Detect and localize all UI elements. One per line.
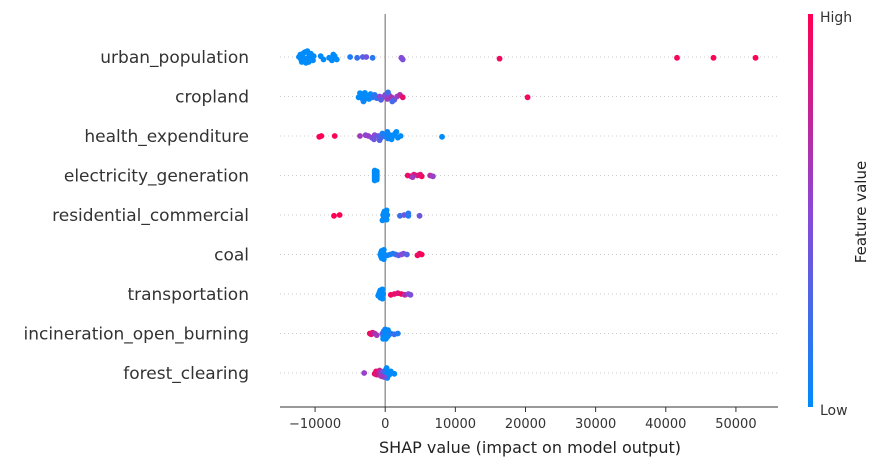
x-tick-label: 40000 bbox=[645, 417, 686, 432]
shap-point-urban_population bbox=[354, 54, 361, 61]
shap-point-coal bbox=[380, 256, 387, 263]
shap-point-cropland bbox=[385, 89, 391, 96]
shap-point-urban_population bbox=[302, 49, 309, 55]
shap-point-health_expenditure bbox=[397, 133, 404, 139]
shap-point-urban_population bbox=[399, 56, 406, 63]
shap-point-coal bbox=[418, 251, 425, 258]
shap-point-incineration_open_burning bbox=[394, 330, 401, 337]
shap-point-incineration_open_burning bbox=[383, 335, 389, 342]
shap-point-urban_population bbox=[298, 59, 305, 65]
colorbar-high-label: High bbox=[820, 10, 852, 26]
shap-point-urban_population bbox=[317, 53, 324, 60]
shap-point-urban_population bbox=[329, 57, 335, 64]
shap-point-transportation bbox=[407, 291, 414, 298]
shap-point-transportation bbox=[379, 295, 386, 302]
feature-label-urban_population: urban_population bbox=[100, 48, 249, 68]
feature-label-coal: coal bbox=[214, 246, 249, 266]
x-tick-label: 10000 bbox=[435, 417, 476, 432]
shap-point-urban_population bbox=[369, 54, 376, 61]
shap-point-health_expenditure bbox=[331, 133, 338, 139]
shap-points bbox=[296, 48, 759, 381]
shap-point-coal bbox=[404, 251, 410, 258]
feature-label-forest_clearing: forest_clearing bbox=[123, 364, 249, 384]
shap-point-electricity_generation bbox=[430, 173, 436, 180]
shap-point-urban_population bbox=[310, 53, 317, 60]
shap-point-cropland bbox=[378, 96, 384, 103]
shap-point-residential_commercial bbox=[383, 207, 390, 214]
shap-point-electricity_generation bbox=[373, 168, 380, 175]
shap-point-health_expenditure bbox=[439, 133, 445, 140]
feature-label-incineration_open_burning: incineration_open_burning bbox=[23, 325, 249, 345]
shap-point-electricity_generation bbox=[373, 176, 380, 183]
shap-point-forest_clearing bbox=[391, 370, 398, 377]
shap-point-health_expenditure bbox=[357, 133, 363, 139]
shap-point-transportation bbox=[380, 291, 387, 297]
shap-point-urban_population bbox=[347, 54, 354, 60]
feature-label-residential_commercial: residential_commercial bbox=[52, 206, 249, 226]
shap-point-residential_commercial bbox=[336, 212, 343, 218]
feature-label-transportation: transportation bbox=[127, 285, 249, 305]
shap-point-cropland bbox=[399, 94, 406, 101]
shap-point-cropland bbox=[389, 98, 396, 105]
feature-label-health_expenditure: health_expenditure bbox=[84, 127, 249, 147]
shap-point-urban_population bbox=[305, 59, 312, 65]
shap-point-residential_commercial bbox=[416, 212, 423, 219]
shap-point-forest_clearing bbox=[361, 370, 368, 376]
shap-point-urban_population bbox=[333, 56, 340, 63]
shap-point-urban_population bbox=[297, 51, 304, 58]
shap-point-health_expenditure bbox=[379, 130, 386, 137]
shap-point-electricity_generation bbox=[417, 171, 424, 178]
shap-point-urban_population bbox=[674, 54, 680, 61]
x-tick-label: 50000 bbox=[715, 417, 756, 432]
shap-point-urban_population bbox=[710, 54, 717, 61]
x-axis-label: SHAP value (impact on model output) bbox=[379, 438, 681, 457]
colorbar bbox=[808, 14, 813, 407]
colorbar-low-label: Low bbox=[820, 403, 848, 419]
shap-point-health_expenditure bbox=[316, 133, 323, 140]
shap-point-urban_population bbox=[330, 51, 337, 58]
shap-point-cropland bbox=[360, 98, 367, 105]
shap-point-coal bbox=[380, 246, 387, 253]
x-tick-label: 20000 bbox=[505, 417, 546, 432]
shap-point-urban_population bbox=[752, 54, 759, 61]
shap-point-forest_clearing bbox=[378, 373, 385, 380]
shap-point-transportation bbox=[379, 286, 386, 293]
shap-point-health_expenditure bbox=[393, 128, 400, 135]
shap-point-urban_population bbox=[496, 55, 503, 62]
feature-label-electricity_generation: electricity_generation bbox=[64, 167, 249, 187]
shap-point-electricity_generation bbox=[409, 174, 416, 181]
gridlines bbox=[280, 56, 778, 374]
shap-point-health_expenditure bbox=[388, 136, 395, 143]
shap-point-urban_population bbox=[363, 54, 370, 60]
shap-point-cropland bbox=[357, 90, 363, 97]
shap-point-health_expenditure bbox=[376, 137, 383, 144]
shap-point-health_expenditure bbox=[384, 128, 391, 135]
shap-point-health_expenditure bbox=[371, 136, 377, 143]
x-tick-label: −10000 bbox=[289, 417, 341, 432]
shap-point-residential_commercial bbox=[379, 217, 386, 224]
feature-labels: urban_population cropland health_expenditu… bbox=[23, 48, 249, 384]
colorbar-title: Feature value bbox=[852, 161, 870, 263]
shap-point-residential_commercial bbox=[384, 212, 391, 218]
x-tick-label: 30000 bbox=[575, 417, 616, 432]
shap-point-transportation bbox=[375, 292, 382, 299]
shap-point-residential_commercial bbox=[331, 212, 337, 219]
feature-label-cropland: cropland bbox=[175, 88, 249, 108]
shap-point-incineration_open_burning bbox=[373, 332, 380, 339]
shap-point-cropland bbox=[524, 94, 531, 101]
shap-point-residential_commercial bbox=[405, 210, 412, 217]
shap-point-forest_clearing bbox=[383, 365, 390, 371]
x-tick-label: 0 bbox=[381, 417, 389, 432]
x-axis-ticks: −10000 0 10000 20000 30000 40000 50000 bbox=[289, 407, 757, 432]
